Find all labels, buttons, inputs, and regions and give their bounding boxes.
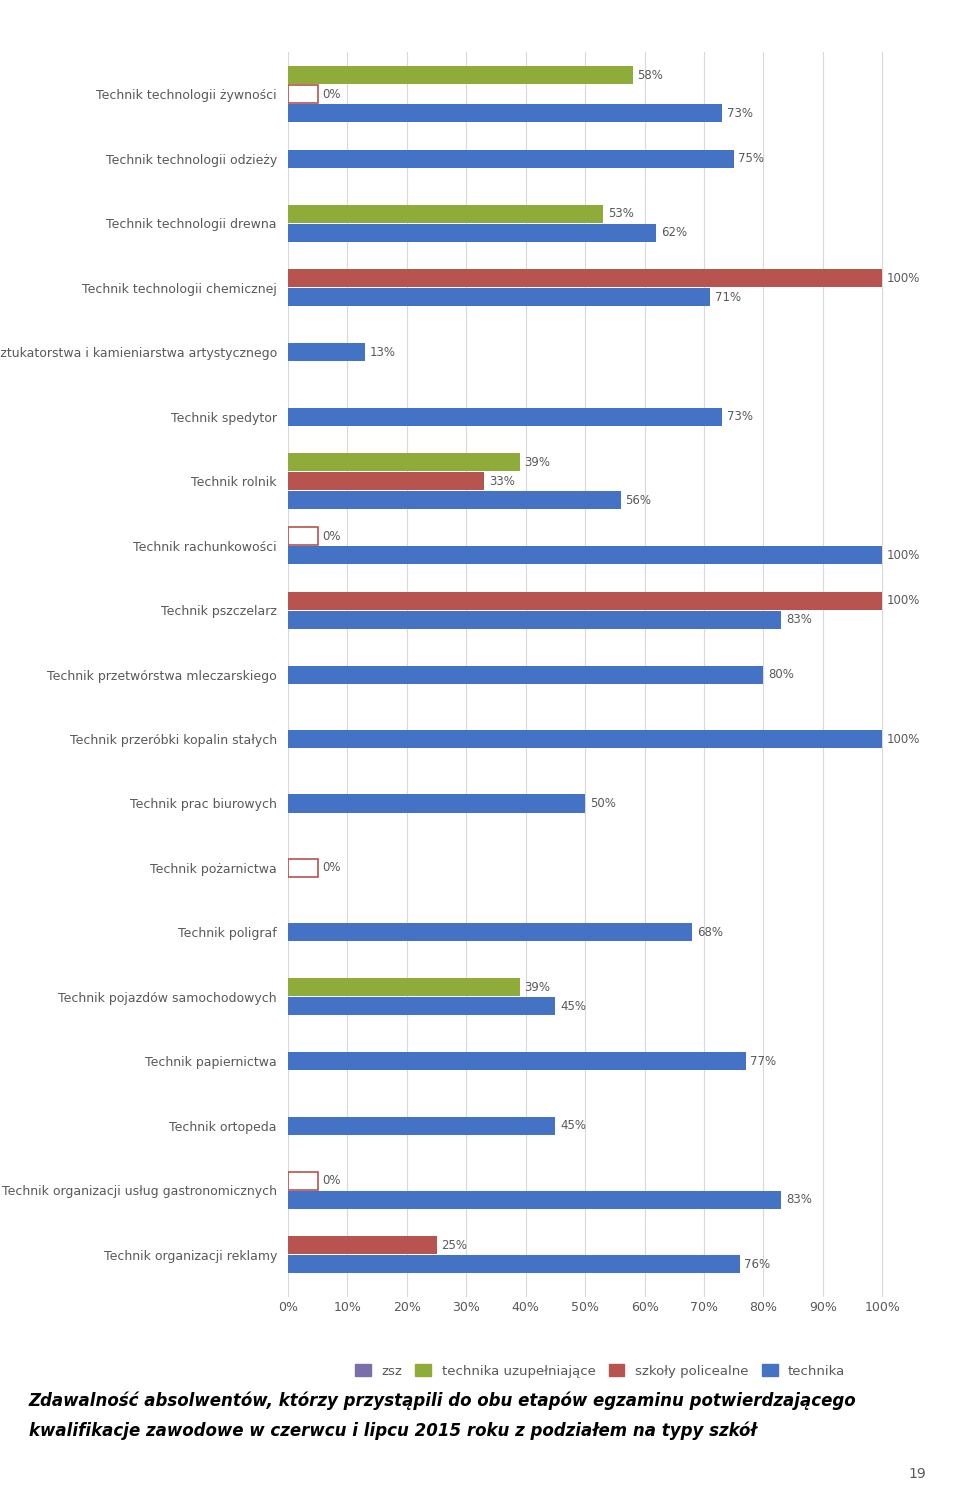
Text: 39%: 39% — [524, 456, 550, 469]
Bar — [288, 85, 318, 103]
Text: 100%: 100% — [887, 733, 921, 745]
Bar — [288, 610, 781, 628]
Bar — [288, 223, 657, 241]
Text: 62%: 62% — [661, 226, 687, 240]
Bar — [288, 492, 621, 510]
Text: kwalifikacje zawodowe w czerwcu i lipcu 2015 roku z podziałem na typy szkół: kwalifikacje zawodowe w czerwcu i lipcu … — [29, 1421, 756, 1439]
Bar — [288, 923, 692, 941]
Bar — [288, 979, 519, 997]
Bar — [288, 794, 586, 812]
Text: 33%: 33% — [489, 475, 515, 487]
Bar — [288, 528, 318, 546]
Text: 80%: 80% — [768, 669, 794, 681]
Text: 73%: 73% — [727, 106, 753, 120]
Text: 73%: 73% — [727, 411, 753, 423]
Bar — [288, 1237, 437, 1255]
Text: 50%: 50% — [589, 797, 615, 809]
Bar — [288, 1172, 318, 1190]
Bar — [288, 859, 318, 877]
Bar — [288, 343, 365, 361]
Text: 100%: 100% — [887, 271, 921, 285]
Text: Zdawalność absolwentów, którzy przystąpili do obu etapów egzaminu potwierdzające: Zdawalność absolwentów, którzy przystąpi… — [29, 1391, 856, 1409]
Text: 71%: 71% — [714, 291, 741, 304]
Text: 77%: 77% — [751, 1055, 777, 1067]
Bar — [288, 66, 633, 84]
Text: 53%: 53% — [608, 207, 634, 220]
Bar — [288, 666, 763, 684]
Text: 0%: 0% — [323, 529, 341, 543]
Bar — [288, 105, 722, 123]
Text: 13%: 13% — [370, 346, 396, 358]
Bar — [288, 1052, 746, 1070]
Text: 100%: 100% — [887, 549, 921, 562]
Bar — [288, 592, 882, 610]
Bar — [288, 1190, 781, 1208]
Bar — [288, 1117, 556, 1135]
Bar — [288, 997, 556, 1015]
Bar — [288, 453, 519, 471]
Text: 68%: 68% — [697, 926, 723, 938]
Legend: zsz, technika uzupełniające, szkoły policealne, technika: zsz, technika uzupełniające, szkoły poli… — [349, 1360, 851, 1384]
Text: 75%: 75% — [738, 153, 764, 165]
Bar — [288, 408, 722, 426]
Text: 0%: 0% — [323, 862, 341, 874]
Text: 39%: 39% — [524, 980, 550, 994]
Text: 58%: 58% — [637, 69, 663, 82]
Text: 0%: 0% — [323, 88, 341, 100]
Text: 83%: 83% — [786, 613, 812, 627]
Bar — [288, 730, 882, 748]
Text: 76%: 76% — [744, 1258, 771, 1271]
Bar — [288, 288, 710, 306]
Bar — [288, 472, 484, 490]
Text: 45%: 45% — [561, 1000, 587, 1013]
Text: 83%: 83% — [786, 1193, 812, 1207]
Text: 0%: 0% — [323, 1174, 341, 1187]
Bar — [288, 546, 882, 564]
Text: 100%: 100% — [887, 594, 921, 607]
Bar — [288, 205, 603, 223]
Bar — [288, 270, 882, 288]
Text: 45%: 45% — [561, 1120, 587, 1132]
Bar — [288, 150, 733, 168]
Text: 25%: 25% — [442, 1238, 468, 1252]
Text: 56%: 56% — [626, 493, 652, 507]
Text: 19: 19 — [909, 1468, 926, 1481]
Bar — [288, 1255, 739, 1273]
